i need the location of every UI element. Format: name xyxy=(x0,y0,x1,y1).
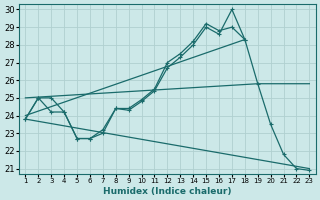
X-axis label: Humidex (Indice chaleur): Humidex (Indice chaleur) xyxy=(103,187,232,196)
